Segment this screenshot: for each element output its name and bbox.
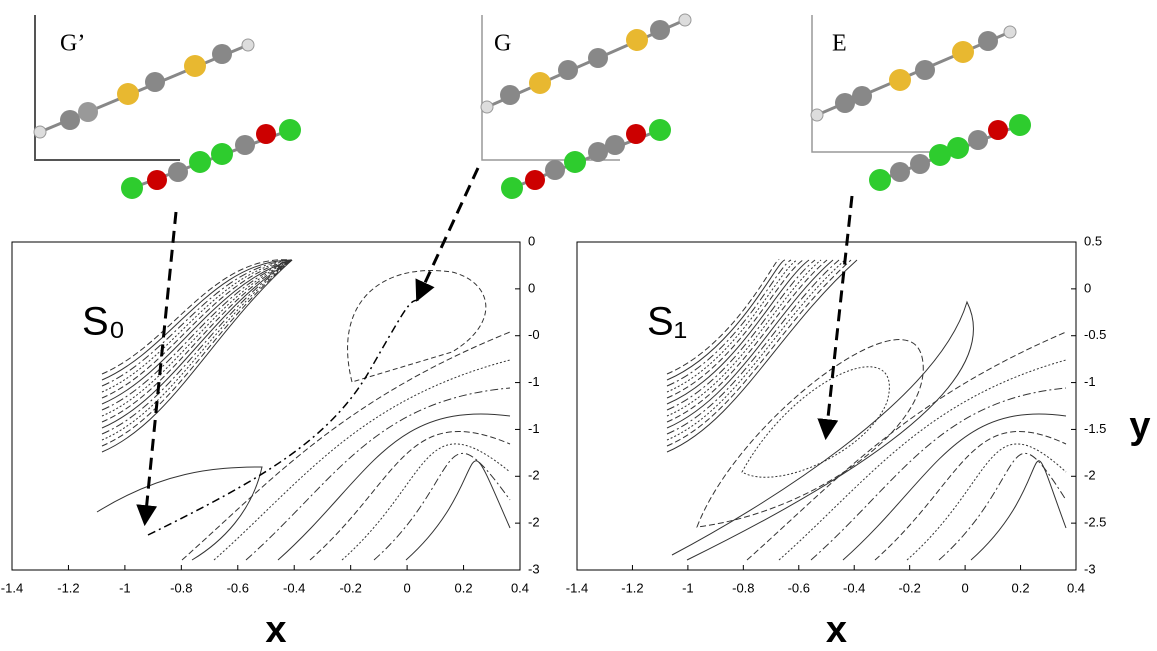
x-tick-label: -1.4	[566, 580, 588, 595]
contour-line	[875, 431, 1066, 560]
plot-title: S₁	[647, 300, 687, 344]
contour-line	[102, 260, 292, 416]
contour-line	[182, 332, 510, 560]
y-tick-label: -3	[528, 561, 540, 576]
x-tick-label: -0.6	[227, 580, 249, 595]
contour-line	[102, 260, 292, 404]
contour-line	[667, 260, 815, 410]
x-tick-label: 0	[403, 580, 410, 595]
y-tick-label: 0	[1084, 280, 1091, 295]
x-tick-label: -1.4	[1, 580, 23, 595]
x-tick-label: -0.4	[283, 580, 305, 595]
x-tick-label: -0.2	[339, 580, 361, 595]
y-tick-label: -3	[1084, 561, 1096, 576]
contour-line	[672, 302, 974, 560]
molecule-g-prime: G’	[34, 15, 301, 199]
y-tick-label: -0	[528, 327, 540, 342]
contour-line	[102, 260, 292, 374]
contour-line	[971, 461, 1066, 560]
y-tick-label: -1.5	[1084, 421, 1106, 436]
y-tick-label: -0.5	[1084, 327, 1106, 342]
x-tick-label: -0.2	[898, 580, 920, 595]
contour-line	[779, 360, 1066, 560]
molecule-label: G	[494, 31, 511, 57]
y-tick-label: 0	[528, 280, 535, 295]
y-tick-label: -2	[528, 515, 540, 530]
contour-line	[102, 260, 292, 428]
x-tick-label: -0.6	[788, 580, 810, 595]
plot-frame	[577, 242, 1076, 570]
plots: -1.4 -1.2 -1 -0.8 -0.6 -0.4 -0.2 0 0.2 0.4 0 0 -0 -1 -…	[1, 233, 1151, 651]
contour-line	[907, 444, 1066, 560]
x-tick-label: -0.8	[170, 580, 192, 595]
plot-title: S₀	[82, 300, 125, 344]
x-tick-label: -0.4	[843, 580, 865, 595]
contour-line	[811, 388, 1066, 560]
contour-line	[246, 388, 510, 560]
contour-line	[667, 260, 809, 404]
contour-line	[214, 360, 510, 560]
contour-line	[102, 260, 292, 440]
x-tick-label: 0.2	[1012, 580, 1030, 595]
x-tick-label: -1.2	[621, 580, 643, 595]
y-tick-label: 0.5	[1084, 233, 1102, 248]
x-axis-label: x	[826, 609, 847, 651]
x-axis-label: x	[265, 609, 286, 651]
y-tick-label: -2	[1084, 468, 1096, 483]
contour-line	[742, 367, 889, 477]
x-tick-label: 0.4	[1067, 580, 1085, 595]
contours	[97, 260, 510, 560]
contour-line	[348, 270, 486, 382]
y-tick-label: -1	[1084, 374, 1096, 389]
contour-line	[278, 414, 510, 560]
y-tick-label: -2	[528, 468, 540, 483]
x-tick-label: 0.4	[511, 580, 529, 595]
contour-line	[843, 414, 1066, 560]
molecule-g: G	[481, 14, 691, 199]
contour-line	[939, 453, 1066, 560]
x-tick-label: 0	[961, 580, 968, 595]
y-tick-label: 0	[528, 233, 535, 248]
x-tick-label: 0.2	[455, 580, 473, 595]
contour-line	[374, 453, 510, 560]
contour-line	[406, 461, 510, 560]
contours	[667, 260, 1066, 560]
contour-line	[667, 260, 821, 416]
contour-line	[667, 260, 833, 428]
arrows	[145, 168, 852, 535]
contour-line	[747, 332, 1066, 560]
y-axis-label: y	[1129, 405, 1150, 447]
figure: G’ G E -1.4 -1.2 -1 -0.8 -0.6 -0.4 -0.2 0 0.2 0.4…	[0, 0, 1157, 651]
contour-line	[97, 467, 262, 560]
x-tick-label: -1	[119, 580, 131, 595]
molecule-e: E	[811, 15, 1031, 191]
y-tick-label: -1	[528, 421, 540, 436]
x-tick-label: -1.2	[57, 580, 79, 595]
contour-line	[342, 444, 510, 560]
plot-frame	[12, 242, 520, 570]
x-tick-label: -1	[682, 580, 694, 595]
y-tick-label: -1	[528, 374, 540, 389]
y-tick-label: -2.5	[1084, 515, 1106, 530]
molecule-label: G’	[60, 31, 85, 57]
contour-line	[102, 260, 292, 398]
molecule-label: E	[832, 31, 847, 57]
x-tick-label: -0.8	[732, 580, 754, 595]
